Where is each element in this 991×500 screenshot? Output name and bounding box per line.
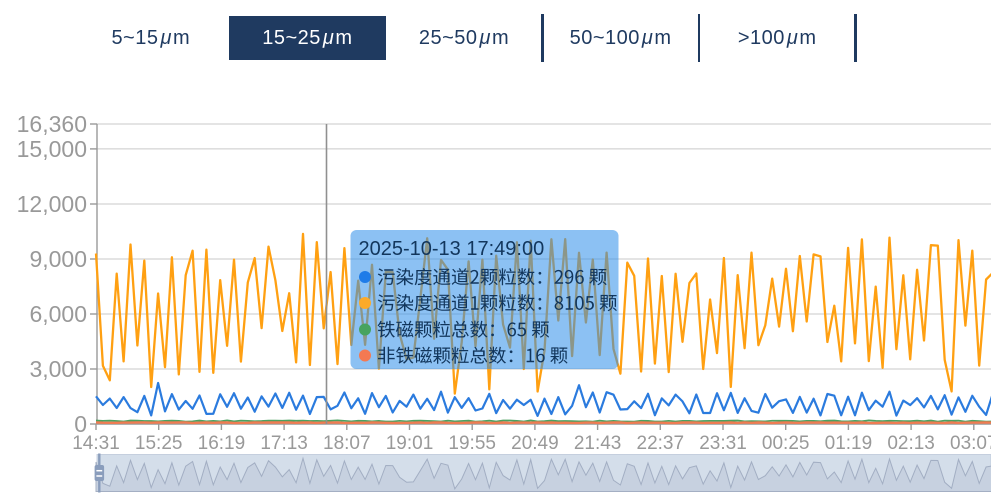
svg-text:22:37: 22:37 bbox=[637, 433, 685, 454]
svg-text:18:07: 18:07 bbox=[323, 433, 371, 454]
svg-text:12,000: 12,000 bbox=[17, 191, 87, 217]
svg-text:15:25: 15:25 bbox=[135, 433, 183, 454]
svg-text:19:01: 19:01 bbox=[386, 433, 434, 454]
svg-text:2025-10-13 17:49:00: 2025-10-13 17:49:00 bbox=[359, 238, 545, 260]
svg-text:03:07: 03:07 bbox=[950, 433, 991, 454]
svg-text:02:13: 02:13 bbox=[887, 433, 935, 454]
svg-text:20:49: 20:49 bbox=[511, 433, 559, 454]
svg-text:15,000: 15,000 bbox=[17, 136, 87, 162]
svg-text:9,000: 9,000 bbox=[29, 246, 87, 272]
svg-text:17:13: 17:13 bbox=[260, 433, 308, 454]
svg-text:3,000: 3,000 bbox=[29, 356, 87, 382]
svg-text:00:25: 00:25 bbox=[762, 433, 810, 454]
svg-text:21:43: 21:43 bbox=[574, 433, 622, 454]
svg-text:14:31: 14:31 bbox=[72, 433, 120, 454]
svg-text:23:31: 23:31 bbox=[699, 433, 747, 454]
svg-text:01:19: 01:19 bbox=[825, 433, 873, 454]
svg-text:0: 0 bbox=[74, 411, 87, 437]
svg-text:16:19: 16:19 bbox=[198, 433, 246, 454]
svg-text:19:55: 19:55 bbox=[448, 433, 496, 454]
svg-text:6,000: 6,000 bbox=[29, 301, 87, 327]
svg-text:16,360: 16,360 bbox=[17, 111, 87, 137]
